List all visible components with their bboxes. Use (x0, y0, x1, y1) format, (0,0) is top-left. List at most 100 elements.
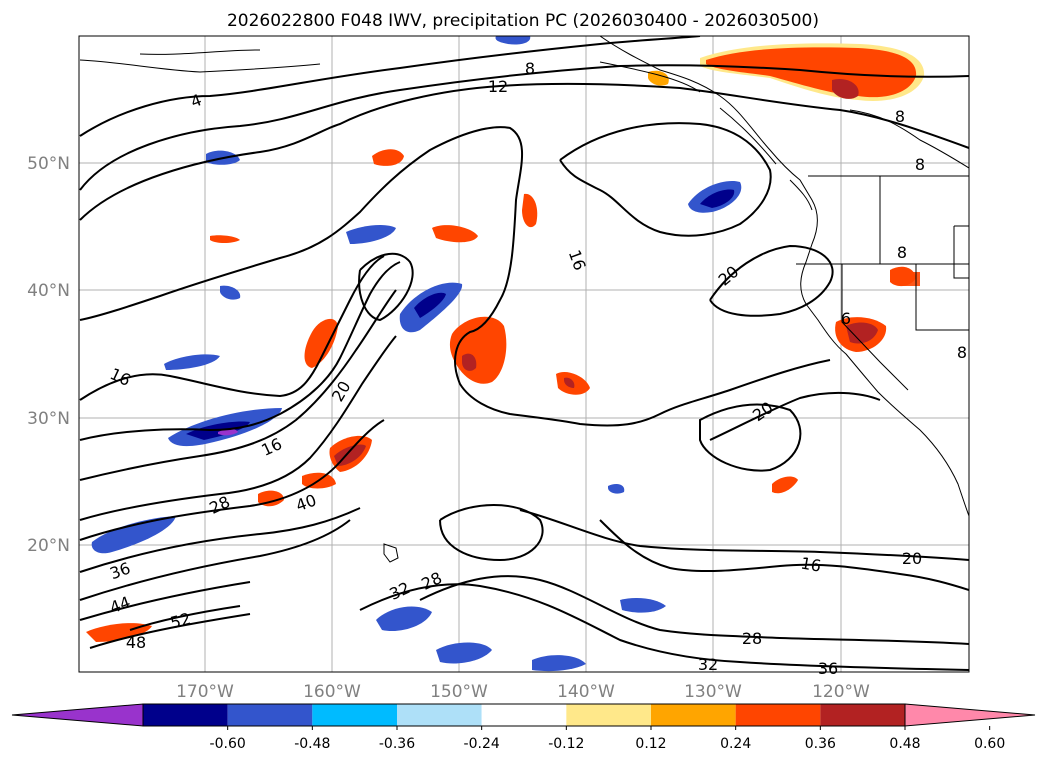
colorbar-tick-label: -0.12 (548, 736, 584, 752)
contour-label: 16 (799, 553, 822, 575)
contour-label: 6 (841, 309, 851, 328)
precip-area-positive (210, 235, 240, 243)
iwv-contour-36 (79, 507, 361, 573)
iwv-contour-16 (79, 126, 831, 427)
contour-label: 36 (818, 659, 838, 678)
chart-title: 2026022800 F048 IWV, precipitation PC (2… (227, 11, 819, 31)
colorbar-tick-label: 0.36 (805, 736, 836, 752)
colorbar-tick-label: -0.48 (294, 736, 330, 752)
border-state (915, 264, 969, 331)
contour-label: 8 (915, 155, 925, 174)
precip-area-negative (220, 285, 241, 300)
iwv-contours (79, 36, 969, 671)
lat-tick-label: 30°N (27, 409, 70, 429)
hawaii-islands (383, 543, 399, 563)
colorbar-segment (227, 704, 313, 726)
contour-label: 52 (168, 609, 193, 633)
colorbar-segment (651, 704, 736, 726)
colorbar-tick-label: 0.60 (974, 736, 1005, 752)
contour-label: 8 (957, 343, 967, 362)
axis-tick-labels: 170°W 160°W 150°W 140°W 130°W 120°W 50°N 40°N 30… (27, 154, 870, 702)
colorbar-segment (481, 704, 567, 726)
precip-area-strong (846, 322, 878, 344)
colorbar-segment (397, 704, 482, 726)
iwv-contour-20-south (519, 509, 969, 561)
precip-area-negative (532, 655, 586, 672)
precip-area-negative (346, 225, 396, 244)
iwv-contour-16 (559, 122, 772, 237)
precip-area-positive (372, 149, 404, 166)
coastline-alaska (599, 36, 969, 517)
contour-label: 28 (742, 629, 762, 648)
colorbar-extend-low (11, 703, 144, 727)
iwv-contour-closed (439, 504, 544, 562)
coastline-canada (849, 109, 969, 169)
precip-area-strong (832, 78, 859, 99)
iwv-contour-44 (79, 581, 251, 621)
contour-label: 48 (126, 633, 146, 652)
iwv-contour-12 (79, 82, 969, 221)
iwv-contour-32-south (359, 583, 969, 671)
coastlines (79, 36, 969, 563)
precip-area-strong (564, 377, 575, 388)
map-frame (78, 35, 970, 673)
contour-label: 8 (525, 59, 535, 78)
precip-area-strong-negative (700, 189, 735, 208)
precip-area-negative (495, 36, 531, 45)
precip-area-strong-negative (414, 292, 446, 318)
border-state (953, 225, 969, 279)
lat-tick-label: 20°N (27, 536, 70, 556)
iwv-contour-20 (709, 244, 834, 317)
iwv-contour-48 (89, 613, 251, 649)
colorbar-extend-high (904, 703, 1036, 727)
precip-area-positive (304, 318, 338, 368)
contour-label: 8 (897, 243, 907, 262)
iwv-contour-28-south (419, 575, 969, 645)
lon-tick-label: 170°W (176, 682, 234, 702)
precip-area-negative (436, 642, 492, 664)
precip-area-positive (900, 272, 920, 286)
coastline-bering (79, 49, 321, 73)
iwv-contour-8 (79, 64, 969, 191)
precip-area-strong (462, 353, 477, 371)
colorbar-segment (820, 704, 905, 726)
lat-tick-label: 50°N (27, 154, 70, 174)
precip-area-positive (706, 47, 917, 98)
colorbar-frame (142, 703, 906, 727)
precip-area-negative (91, 516, 176, 554)
colorbar-segment (735, 704, 821, 726)
coastline-islands (599, 61, 813, 211)
precip-area-positive (648, 70, 669, 86)
lat-tick-label: 40°N (27, 281, 70, 301)
precip-area-negative (376, 606, 432, 632)
borders (796, 175, 969, 391)
iwv-contour-16-south (599, 519, 969, 591)
iwv-contour-4 (79, 36, 701, 137)
colorbar-tick-label: -0.24 (464, 736, 500, 752)
iwv-contour-20 (79, 261, 401, 441)
colorbar: -0.60 -0.48 -0.36 -0.24 -0.12 0.12 0.24 0.36 0.4… (11, 703, 1036, 752)
colorbar-segment (143, 704, 228, 726)
lon-tick-label: 140°W (557, 682, 615, 702)
precip-area-positive (432, 225, 478, 243)
precip-area-positive (772, 476, 798, 494)
lon-tick-label: 120°W (812, 682, 870, 702)
lon-tick-label: 160°W (303, 682, 361, 702)
colorbar-tick-label: -0.36 (379, 736, 415, 752)
contour-label: 32 (698, 655, 718, 674)
contour-label: 8 (895, 107, 905, 126)
border-state (841, 264, 909, 391)
iwv-contour-24 (79, 289, 397, 481)
precip-area-negative (608, 484, 625, 494)
iwv-contour-28 (79, 335, 397, 521)
precip-area-negative (164, 354, 220, 370)
colorbar-tick-label: 0.12 (635, 736, 666, 752)
iwv-contour-16 (79, 255, 385, 401)
iwv-contour-32 (79, 419, 385, 541)
iwv-contour-40 (79, 519, 351, 601)
colorbar-segment (312, 704, 397, 726)
precip-shading (86, 36, 925, 672)
lon-tick-label: 130°W (684, 682, 742, 702)
contour-label: 12 (488, 77, 508, 96)
